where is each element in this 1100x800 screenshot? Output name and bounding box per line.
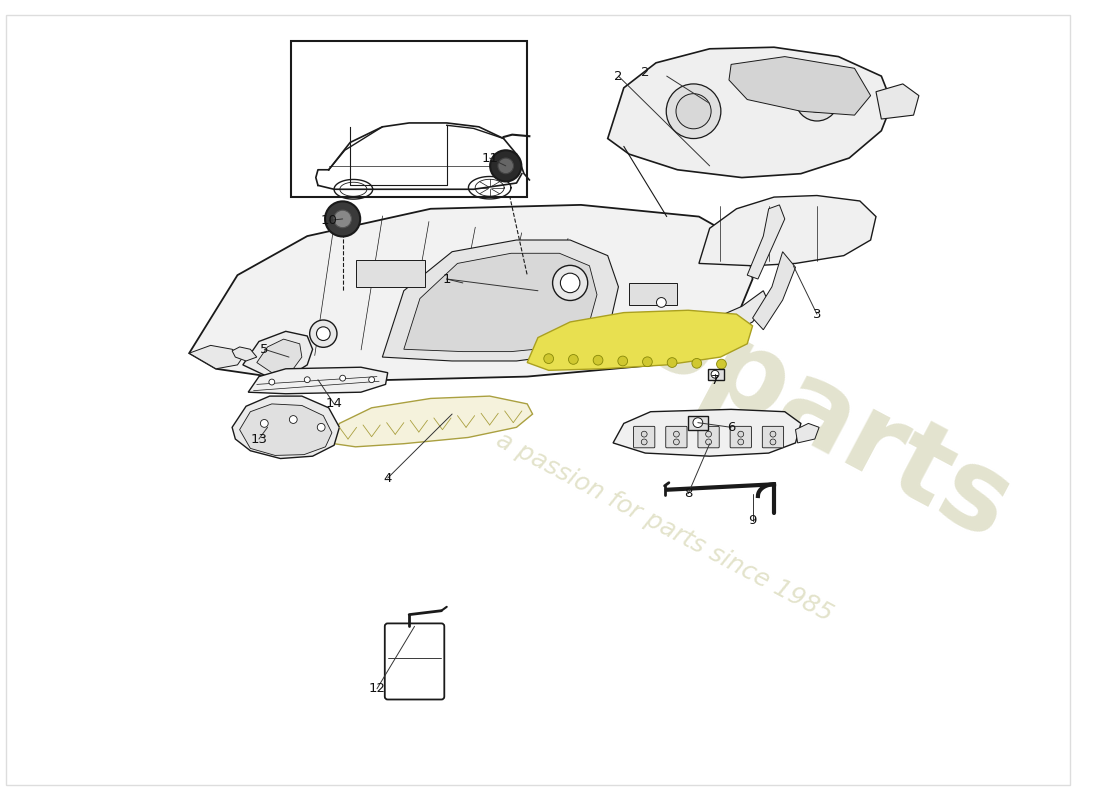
Circle shape [268,379,275,385]
Circle shape [692,358,702,368]
Text: 12: 12 [368,682,385,695]
Circle shape [618,356,628,366]
Circle shape [667,84,721,138]
Circle shape [770,431,776,437]
Circle shape [261,419,268,427]
Circle shape [280,333,290,342]
FancyBboxPatch shape [634,426,654,448]
Text: a passion for parts since 1985: a passion for parts since 1985 [493,427,837,626]
FancyBboxPatch shape [385,623,444,699]
Polygon shape [189,346,243,369]
Circle shape [317,423,326,431]
FancyBboxPatch shape [629,283,678,305]
FancyBboxPatch shape [689,416,707,430]
Circle shape [693,418,703,427]
Polygon shape [527,310,752,370]
Text: 11: 11 [481,151,498,165]
Polygon shape [232,347,256,361]
Circle shape [673,431,680,437]
FancyBboxPatch shape [762,426,783,448]
Circle shape [706,439,712,445]
Text: 7: 7 [711,374,719,387]
Polygon shape [243,331,312,377]
Circle shape [738,431,744,437]
FancyBboxPatch shape [707,369,724,381]
Circle shape [491,150,521,182]
Circle shape [795,78,838,121]
Polygon shape [876,84,918,119]
Circle shape [641,431,647,437]
Circle shape [716,359,726,369]
Polygon shape [249,367,387,394]
Circle shape [317,327,330,341]
Circle shape [305,377,310,382]
Circle shape [668,358,676,367]
Circle shape [706,431,712,437]
Text: 3: 3 [813,308,822,321]
Circle shape [770,439,776,445]
Polygon shape [189,205,752,381]
Circle shape [804,87,829,112]
Polygon shape [747,205,784,279]
Polygon shape [752,252,795,330]
Circle shape [711,370,719,378]
Text: 5: 5 [260,342,268,356]
Polygon shape [404,254,597,352]
Circle shape [569,354,579,364]
Text: 13: 13 [251,433,267,446]
Circle shape [738,439,744,445]
Text: 6: 6 [727,421,735,434]
Text: 8: 8 [684,487,692,500]
Circle shape [498,158,514,174]
Circle shape [334,210,351,228]
Circle shape [289,416,297,423]
Text: 1: 1 [442,273,451,286]
Text: 10: 10 [320,214,337,227]
Text: 4: 4 [384,471,392,485]
Polygon shape [232,396,340,458]
Circle shape [552,266,587,301]
Text: 14: 14 [326,398,342,410]
FancyBboxPatch shape [730,426,751,448]
Circle shape [310,320,337,347]
Circle shape [560,273,580,293]
Polygon shape [240,404,332,455]
Polygon shape [256,339,301,373]
Text: 2: 2 [641,66,649,78]
Polygon shape [607,47,892,178]
Circle shape [676,94,711,129]
Text: 2: 2 [614,70,623,82]
Circle shape [641,439,647,445]
Circle shape [673,439,680,445]
Circle shape [593,355,603,365]
Circle shape [657,298,667,307]
Polygon shape [729,57,870,115]
Polygon shape [698,195,876,266]
Text: europarts: europarts [437,179,1030,562]
FancyBboxPatch shape [697,426,719,448]
FancyBboxPatch shape [666,426,688,448]
FancyBboxPatch shape [292,41,527,197]
Circle shape [340,375,345,381]
Circle shape [326,202,360,237]
Text: 9: 9 [748,514,757,527]
Polygon shape [329,396,532,447]
Polygon shape [383,240,618,361]
Polygon shape [613,410,801,456]
Polygon shape [795,423,820,443]
Circle shape [368,377,374,382]
Circle shape [543,354,553,363]
Circle shape [642,357,652,366]
FancyBboxPatch shape [355,259,426,287]
Polygon shape [715,290,769,334]
